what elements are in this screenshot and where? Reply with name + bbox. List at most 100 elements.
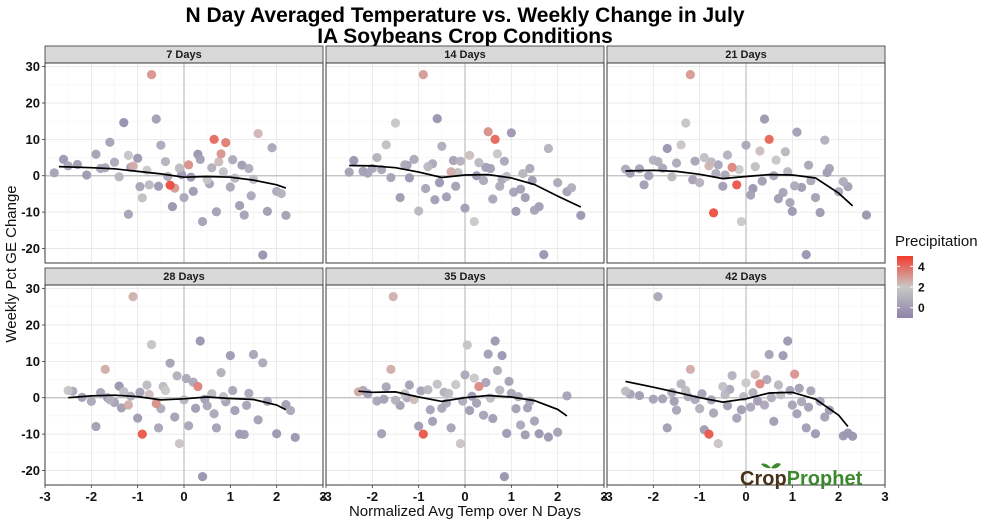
data-point: [620, 386, 631, 396]
data-point: [576, 210, 586, 220]
data-point: [423, 385, 433, 395]
data-point: [483, 127, 493, 137]
y-tick-label: 30: [26, 281, 40, 296]
data-point: [485, 163, 496, 174]
data-point: [465, 405, 475, 416]
data-point: [49, 168, 59, 178]
data-point: [133, 153, 143, 163]
x-tick-label: 2: [835, 489, 842, 504]
y-axis-title: Weekly Pct GE Change: [3, 185, 20, 342]
data-point: [513, 392, 523, 402]
x-tick-label: 1: [508, 489, 515, 504]
data-point: [86, 396, 96, 406]
data-point: [769, 171, 779, 181]
data-point: [757, 176, 767, 186]
data-point: [490, 336, 500, 346]
data-point: [404, 380, 414, 390]
data-point: [708, 208, 719, 218]
data-point: [495, 181, 505, 191]
x-tick-label: -2: [367, 489, 379, 504]
x-axis-title: Normalized Avg Temp over N Days: [349, 503, 581, 520]
data-point: [861, 210, 872, 220]
data-point: [488, 413, 498, 424]
y-tick-label: -20: [21, 241, 40, 256]
data-point: [511, 206, 521, 216]
data-point: [648, 394, 658, 404]
data-point: [179, 192, 189, 203]
data-point: [620, 164, 631, 174]
data-point: [197, 472, 208, 482]
data-point: [441, 192, 452, 202]
data-point: [379, 394, 389, 404]
chart-title-line1: N Day Averaged Temperature vs. Weekly Ch…: [185, 4, 744, 27]
data-point: [372, 152, 382, 163]
data-point: [783, 336, 793, 346]
data-point: [492, 149, 503, 159]
smooth-trend-line: [625, 380, 849, 428]
data-point: [146, 340, 157, 350]
data-point: [762, 374, 772, 385]
data-point: [455, 438, 465, 449]
data-point: [253, 415, 263, 425]
x-tick-label: -3: [601, 489, 613, 504]
y-tick-label: -10: [21, 205, 40, 220]
data-point: [209, 134, 219, 144]
x-tick-label: 1: [227, 489, 234, 504]
data-point: [720, 170, 730, 180]
data-point: [727, 162, 737, 172]
data-point: [803, 402, 814, 412]
data-point: [448, 155, 459, 166]
smooth-trend-line: [58, 165, 287, 189]
data-point: [529, 205, 540, 215]
data-point: [160, 385, 171, 396]
facet-panel: 7 Days: [44, 45, 324, 264]
data-point: [216, 149, 226, 159]
legend-title: Precipitation: [895, 233, 978, 250]
data-point: [732, 180, 742, 190]
x-tick-label: 0: [461, 489, 468, 504]
data-point: [820, 135, 830, 145]
data-point: [752, 396, 763, 406]
data-point: [137, 429, 147, 439]
data-point: [653, 292, 663, 302]
data-point: [423, 162, 433, 172]
data-point: [497, 350, 507, 361]
data-point: [123, 400, 133, 410]
data-point: [509, 187, 519, 197]
data-point: [778, 187, 788, 198]
data-point: [787, 400, 797, 410]
data-point: [506, 128, 516, 138]
data-point: [695, 404, 705, 414]
data-point: [471, 398, 482, 408]
data-point: [416, 386, 426, 396]
data-point: [381, 382, 391, 392]
data-point: [244, 163, 254, 174]
data-point: [409, 154, 419, 164]
data-point: [516, 184, 526, 194]
data-point: [815, 207, 825, 218]
facet-strip-label: 28 Days: [163, 271, 205, 283]
data-point: [434, 178, 445, 188]
logo-text: CropProphet: [740, 468, 863, 490]
data-point: [688, 175, 698, 185]
data-point: [790, 181, 800, 191]
data-point: [123, 150, 133, 160]
x-tick-label: -3: [39, 489, 51, 504]
data-point: [671, 405, 682, 415]
data-point: [490, 134, 500, 144]
data-point: [386, 364, 396, 374]
data-point: [281, 210, 291, 220]
data-point: [344, 167, 354, 177]
data-point: [123, 209, 133, 219]
data-point: [63, 161, 73, 171]
data-point: [133, 413, 143, 423]
data-point: [248, 349, 259, 360]
data-point: [718, 381, 728, 392]
data-point: [128, 292, 138, 302]
data-point: [144, 389, 154, 400]
y-tick-label: -10: [21, 427, 40, 442]
data-point: [267, 143, 277, 153]
y-tick-label: -20: [21, 463, 40, 478]
data-point: [801, 250, 811, 260]
data-point: [764, 134, 774, 144]
